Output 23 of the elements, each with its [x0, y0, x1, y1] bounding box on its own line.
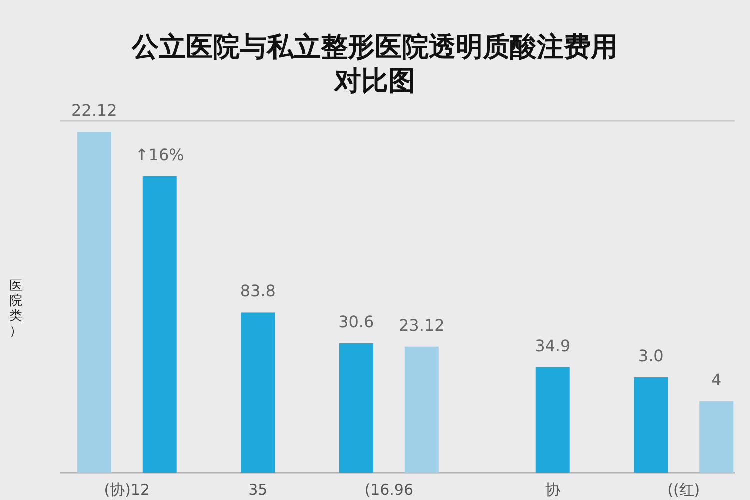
chart-title: 公立医院与私立整形医院透明质酸注费用对比图: [131, 32, 618, 97]
annotation: 4: [712, 370, 722, 390]
y-axis-title: 医院类）: [10, 279, 22, 339]
x-tick-label: ((红): [668, 481, 700, 499]
bar: [700, 401, 734, 473]
annotation: 34.9: [535, 336, 571, 356]
annotation: 3.0: [638, 346, 664, 366]
bar: [142, 176, 177, 473]
annotation: 30.6: [338, 312, 374, 332]
annotation: ↑16%: [135, 145, 184, 164]
x-tick-label: 协: [545, 481, 560, 499]
annotation: 23.12: [398, 316, 445, 335]
annotation: 83.8: [240, 282, 276, 301]
x-tick-label: 35: [248, 481, 268, 499]
x-tick-label: (16.96: [364, 481, 414, 499]
bar: [634, 378, 668, 473]
x-tick-label: (协)12: [104, 481, 150, 499]
text: 22.12: [71, 101, 118, 120]
bar: [404, 346, 439, 473]
bar: [241, 312, 276, 473]
bar: [339, 343, 374, 473]
bar: [77, 132, 112, 473]
bar: [536, 367, 570, 473]
